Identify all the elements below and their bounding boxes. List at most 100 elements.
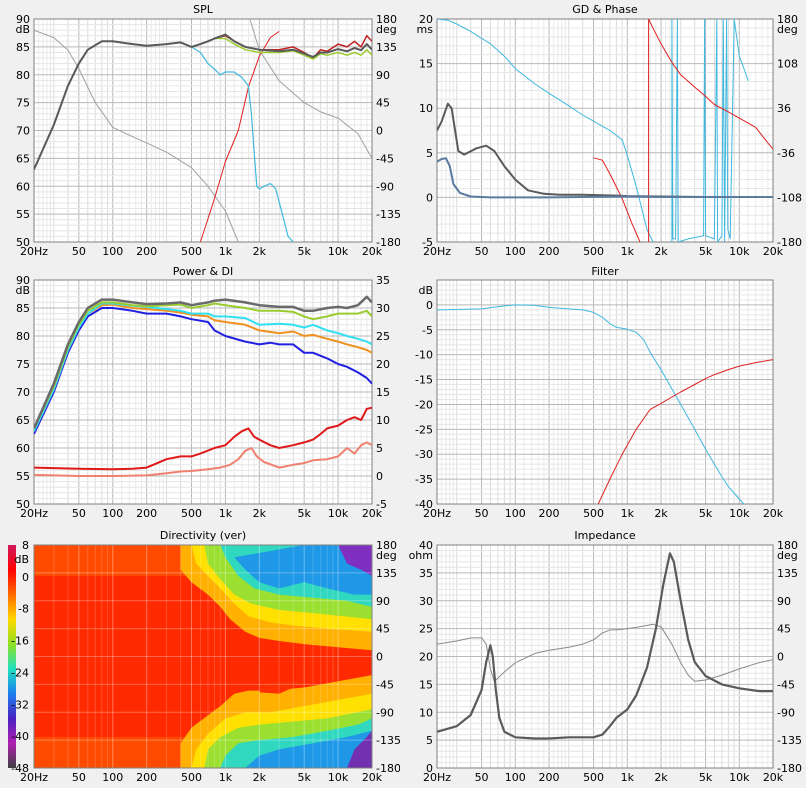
- x-tick-label: 200: [136, 771, 157, 784]
- chart-title: Power & DI: [173, 265, 234, 278]
- series-line-6: [34, 406, 372, 471]
- x-tick-label: 20k: [362, 245, 383, 258]
- y-tick-label: 75: [16, 97, 30, 110]
- y-tick-label: 15: [419, 58, 433, 71]
- x-tick-label: 10k: [729, 771, 750, 784]
- y-tick-label: 10: [419, 706, 433, 719]
- y-tick-label: -20: [415, 398, 433, 411]
- x-tick-label: 50: [72, 245, 86, 258]
- plot-border: [33, 544, 373, 769]
- x-tick-label: 500: [181, 245, 202, 258]
- x-tick-label: 50: [475, 771, 489, 784]
- y2-tick-label: 0: [376, 470, 383, 483]
- x-tick-label: 50: [72, 507, 86, 520]
- y-tick-label: 85: [16, 41, 30, 54]
- y2-tick-label: -5: [376, 498, 387, 511]
- y-tick-label: 55: [16, 470, 30, 483]
- x-tick-label: 2k: [654, 507, 668, 520]
- x-tick-label: 20Hz: [423, 771, 451, 784]
- y2-tick-label: 90: [376, 595, 390, 608]
- series-group: [437, 19, 773, 242]
- x-tick-label: 5k: [297, 245, 311, 258]
- x-tick-label: 20k: [362, 507, 383, 520]
- colorbar: [8, 545, 16, 768]
- plot-area: [437, 280, 773, 504]
- y2-tick-label: 45: [376, 97, 390, 110]
- directivity-panel: 8 0 -8 -16 -24 -32 -40 -48 dB Directivity (ver) 20…: [0, 526, 400, 786]
- heatmap-grid: [33, 544, 373, 769]
- y2-tick-label: 0: [376, 651, 383, 664]
- y2-tick-label: -135: [376, 208, 400, 221]
- series-group: [437, 304, 773, 504]
- series-line-0: [34, 307, 372, 435]
- chart-title: GD & Phase: [572, 3, 638, 16]
- y2-tick-label: 180: [777, 13, 798, 26]
- y2-tick-label: -135: [777, 734, 802, 747]
- y-tick-label: 25: [419, 623, 433, 636]
- series-line-0: [437, 623, 773, 682]
- y2-tick-label: 90: [376, 69, 390, 82]
- y-tick-label: -10: [415, 349, 433, 362]
- x-tick-label: 200: [539, 245, 560, 258]
- y-tick-label: 65: [16, 152, 30, 165]
- x-tick-label: 50: [72, 771, 86, 784]
- x-tick-label: 100: [505, 771, 526, 784]
- x-tick-label: 5k: [699, 245, 713, 258]
- x-tick-label: 2k: [253, 507, 267, 520]
- y2-tick-label: 25: [376, 330, 390, 343]
- series-line-1: [249, 19, 372, 159]
- y2-tick-label: -180: [376, 762, 400, 775]
- x-tick-label: 2k: [654, 771, 668, 784]
- y2-tick-label: -45: [376, 152, 394, 165]
- chart-title: SPL: [193, 3, 214, 16]
- y-tick-label: -25: [415, 423, 433, 436]
- y-tick-label: -35: [415, 473, 433, 486]
- x-tick-label: 100: [102, 771, 123, 784]
- x-tick-label: 20Hz: [20, 771, 48, 784]
- series-line-2: [34, 302, 372, 432]
- y2-axis-label: deg: [376, 549, 397, 562]
- directivity-chart: 8 0 -8 -16 -24 -32 -40 -48 dB Directivity (ver) 20…: [8, 529, 400, 784]
- colorbar-tick-label: 0: [22, 571, 29, 584]
- impedance-panel: Impedance 20Hz 50 100 200 500 1k 2k 5k 10k 20k 0 5 10…: [403, 526, 803, 786]
- series-line-6: [34, 33, 372, 170]
- y-tick-label: -40: [415, 498, 433, 511]
- chart-title: Impedance: [574, 529, 635, 542]
- x-tick-label: 20Hz: [423, 245, 451, 258]
- series-line-0: [437, 19, 654, 242]
- heatmap-band: [34, 737, 192, 768]
- x-tick-label: 20k: [763, 245, 784, 258]
- y2-tick-label: 5: [376, 442, 383, 455]
- y2-tick-label: 15: [376, 386, 390, 399]
- y-tick-label: 90: [16, 274, 30, 287]
- grid: [33, 18, 373, 243]
- x-tick-label: 100: [102, 507, 123, 520]
- y2-tick-label: -135: [376, 734, 400, 747]
- y-tick-label: 30: [419, 595, 433, 608]
- y-tick-label: 20: [419, 13, 433, 26]
- y-tick-label: 70: [16, 386, 30, 399]
- x-tick-label: 5k: [297, 771, 311, 784]
- power-di-panel: Power & DI 20Hz 50 100 200 500 1k 2k 5k 10k 20k 50 5…: [0, 262, 400, 522]
- heatmap-region-blue: [234, 545, 372, 595]
- x-tick-label: 200: [539, 771, 560, 784]
- x-tick-label: 20k: [763, 771, 784, 784]
- y-tick-label: 20: [419, 651, 433, 664]
- y2-tick-label: -180: [777, 236, 802, 249]
- y2-tick-label: 0: [376, 125, 383, 138]
- colorbar-tick-label: -40: [11, 730, 29, 743]
- y-tick-label: 90: [16, 13, 30, 26]
- y-tick-label: 80: [16, 69, 30, 82]
- x-tick-label: 100: [102, 245, 123, 258]
- y-tick-label: 50: [16, 236, 30, 249]
- heatmap-region-red: [245, 637, 372, 679]
- x-tick-label: 10k: [729, 507, 750, 520]
- series-group: [437, 552, 773, 740]
- y2-axis-label: deg: [376, 23, 397, 36]
- series-line-0: [437, 304, 745, 504]
- y2-axis-label: deg: [777, 23, 798, 36]
- y-tick-label: 50: [16, 498, 30, 511]
- grid: [33, 279, 373, 505]
